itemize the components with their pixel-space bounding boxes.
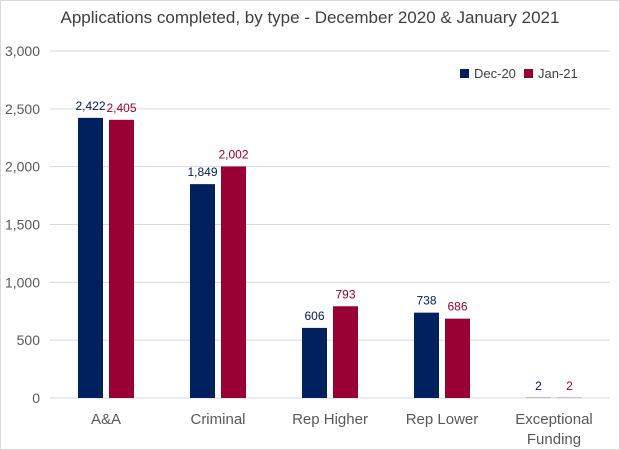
legend-label: Jan-21 — [538, 66, 578, 81]
data-label: 2,002 — [218, 147, 248, 161]
x-tick-label: Rep Lower — [406, 411, 479, 428]
y-tick-label: 500 — [17, 332, 41, 348]
legend-label: Dec-20 — [474, 66, 516, 81]
data-label: 1,849 — [187, 165, 217, 179]
y-tick-label: 0 — [32, 390, 40, 406]
data-label: 738 — [416, 294, 436, 308]
bar-jan-21 — [221, 166, 246, 398]
y-tick-label: 2,500 — [5, 101, 40, 117]
bar-dec-20 — [190, 184, 215, 398]
data-label: 686 — [447, 300, 467, 314]
legend: Dec-20 Jan-21 — [460, 66, 578, 81]
x-tick-label: A&A — [91, 411, 121, 428]
gridlines — [50, 50, 610, 399]
legend-swatch — [524, 69, 533, 78]
y-tick-label: 2,000 — [5, 159, 40, 175]
bar-jan-21 — [333, 306, 358, 398]
x-axis: A&A Criminal Rep Higher Rep Lower Exceptiona… — [91, 411, 593, 448]
y-tick-label: 1,500 — [5, 217, 40, 233]
bar-dec-20 — [414, 312, 439, 398]
data-label: 2 — [535, 379, 542, 393]
bar-dec-20 — [78, 117, 103, 398]
y-axis: 0 500 1,000 1,500 2,000 2,500 3,000 — [5, 43, 40, 406]
legend-swatch — [460, 69, 469, 78]
y-tick-label: 3,000 — [5, 43, 40, 59]
data-label: 606 — [304, 309, 324, 323]
data-label: 2 — [566, 379, 573, 393]
bar-jan-21 — [445, 318, 470, 398]
y-tick-label: 1,000 — [5, 274, 40, 290]
x-tick-label: Funding — [527, 431, 581, 448]
bar-dec-20 — [302, 327, 327, 398]
chart-title: Applications completed, by type - Decemb… — [60, 8, 560, 27]
x-tick-label: Exceptional — [515, 411, 593, 428]
x-tick-label: Criminal — [190, 411, 245, 428]
x-tick-label: Rep Higher — [292, 411, 368, 428]
data-label: 2,422 — [75, 99, 105, 113]
data-label: 2,405 — [106, 101, 136, 115]
bars — [78, 117, 582, 399]
data-label: 793 — [335, 287, 355, 301]
bar-jan-21 — [109, 119, 134, 399]
